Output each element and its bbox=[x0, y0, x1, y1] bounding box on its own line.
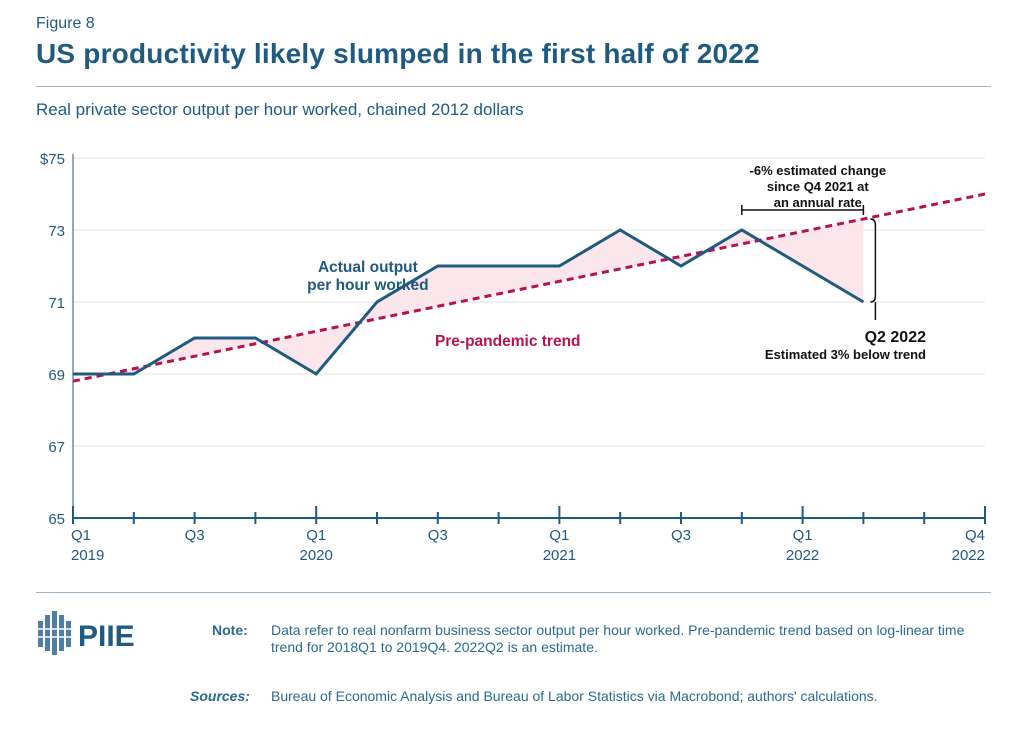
chart-subtitle: Real private sector output per hour work… bbox=[36, 100, 524, 119]
sources-text: Bureau of Economic Analysis and Bureau o… bbox=[271, 688, 878, 704]
x-tick-label: Q1 bbox=[549, 527, 569, 544]
below-trend-label: Estimated 3% below trend bbox=[765, 347, 926, 362]
trend-gap-area bbox=[97, 218, 864, 377]
change-annotation: an annual rate bbox=[774, 195, 862, 210]
q2-2022-label: Q2 2022 bbox=[865, 329, 926, 346]
x-tick-label: Q1 bbox=[306, 527, 326, 544]
figure-label: Figure 8 bbox=[36, 15, 95, 32]
y-tick-label: 73 bbox=[48, 223, 65, 240]
axes: 65 67 69 71 73 $75 Q1 2019 Q3 Q1 2020 Q3 Q1 2021 Q3 Q1 2… bbox=[40, 151, 986, 564]
piie-logo: PIIE bbox=[36, 609, 146, 657]
x-tick-label: Q3 bbox=[428, 527, 448, 544]
gap-bracket bbox=[870, 218, 877, 303]
piie-logo-icon: PIIE bbox=[36, 611, 135, 655]
y-tick-label: $75 bbox=[40, 151, 65, 168]
sources-label: Sources: bbox=[190, 688, 250, 704]
change-annotation: since Q4 2021 at bbox=[767, 179, 870, 194]
x-tick-year: 2022 bbox=[952, 547, 985, 564]
title-divider bbox=[36, 86, 991, 87]
x-tick-label: Q3 bbox=[185, 527, 205, 544]
note-text: Data refer to real nonfarm business sect… bbox=[271, 622, 965, 655]
gap-fill bbox=[97, 218, 864, 377]
x-tick-year: 2022 bbox=[786, 547, 819, 564]
x-tick-label: Q3 bbox=[671, 527, 691, 544]
note-label: Note: bbox=[212, 622, 248, 638]
gridlines bbox=[73, 157, 985, 447]
actual-line bbox=[73, 228, 865, 376]
logo-wordmark: PIIE bbox=[78, 620, 135, 653]
chart-title: US productivity likely slumped in the fi… bbox=[36, 38, 760, 69]
trend-series-label: Pre-pandemic trend bbox=[435, 333, 581, 350]
x-tick-label: Q1 bbox=[71, 527, 91, 544]
actual-series-label: Actual output bbox=[318, 259, 418, 276]
x-tick-label: Q1 bbox=[793, 527, 813, 544]
x-tick-year: 2020 bbox=[300, 547, 333, 564]
change-annotation: -6% estimated change bbox=[750, 163, 887, 178]
y-tick-label: 71 bbox=[48, 295, 65, 312]
y-tick-label: 67 bbox=[48, 439, 65, 456]
y-tick-label: 69 bbox=[48, 367, 65, 384]
footer-divider bbox=[36, 592, 991, 593]
x-tick-year: 2019 bbox=[71, 547, 104, 564]
line-chart: 65 67 69 71 73 $75 Q1 2019 Q3 Q1 2020 Q3 Q1 2021 Q3 Q1 2… bbox=[40, 151, 986, 564]
series bbox=[72, 192, 986, 383]
actual-series-label: per hour worked bbox=[307, 277, 428, 294]
y-tick-label: 65 bbox=[48, 511, 65, 528]
x-tick-label: Q4 bbox=[965, 527, 985, 544]
x-tick-year: 2021 bbox=[543, 547, 576, 564]
